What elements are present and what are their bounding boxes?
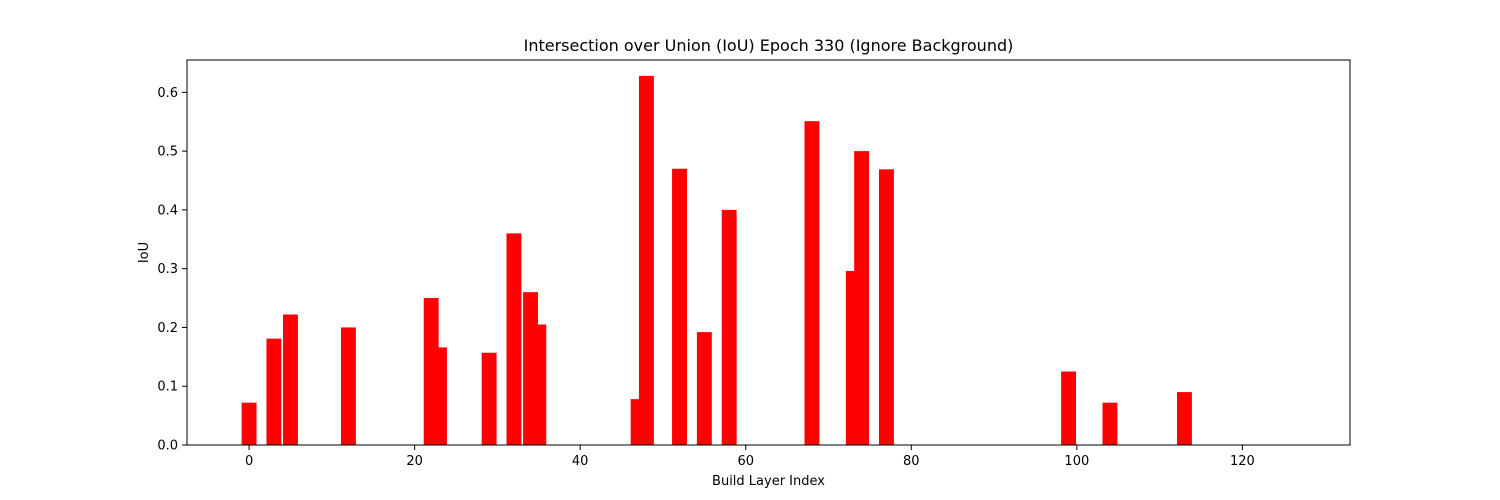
plot-frame <box>186 59 1351 446</box>
y-axis-ticks: 0.0 0.1 0.2 0.3 0.4 0.5 0.6 <box>157 86 187 454</box>
bar-layer-104 <box>1102 402 1118 445</box>
bar-layer-3 <box>266 338 282 445</box>
x-tick-label: 120 <box>1230 454 1255 469</box>
y-tick-label: 0.2 <box>157 321 178 336</box>
y-tick-label: 0.5 <box>157 145 178 160</box>
y-tick-label: 0.3 <box>157 262 178 277</box>
y-tick-label: 0.0 <box>157 439 178 454</box>
y-axis-label: IoU <box>137 242 152 263</box>
y-tick-label: 0.6 <box>157 86 178 101</box>
x-tick-label: 40 <box>572 454 589 469</box>
bar-layer-35 <box>531 324 547 445</box>
bar-layer-52 <box>672 168 687 445</box>
bar-layer-55 <box>696 332 712 445</box>
bar-layer-0 <box>241 402 257 445</box>
bar-layer-74 <box>854 151 870 445</box>
y-tick-label: 0.4 <box>157 203 178 218</box>
bar-layer-58 <box>721 209 737 445</box>
x-tick-label: 80 <box>903 454 920 469</box>
chart-title: Intersection over Union (IoU) Epoch 330 … <box>524 36 1014 55</box>
x-axis-label: Build Layer Index <box>712 474 825 489</box>
bar-layer-32 <box>506 233 522 445</box>
x-tick-label: 100 <box>1064 454 1089 469</box>
bar-layer-23 <box>432 347 447 445</box>
bar-layer-29 <box>481 352 497 445</box>
x-tick-label: 60 <box>737 454 754 469</box>
bar-layer-99 <box>1061 371 1077 445</box>
bar-layer-12 <box>340 327 356 445</box>
bar-layer-5 <box>283 314 298 445</box>
bar-layer-48 <box>638 75 654 445</box>
x-tick-label: 0 <box>245 454 253 469</box>
bar-layer-77 <box>879 169 894 445</box>
y-tick-label: 0.1 <box>157 380 178 395</box>
bars-group <box>241 75 1192 446</box>
bar-layer-113 <box>1176 392 1192 445</box>
bar-layer-68 <box>804 121 820 446</box>
x-axis-ticks: 0 20 40 60 80 100 120 <box>245 445 1255 469</box>
x-tick-label: 20 <box>406 454 423 469</box>
